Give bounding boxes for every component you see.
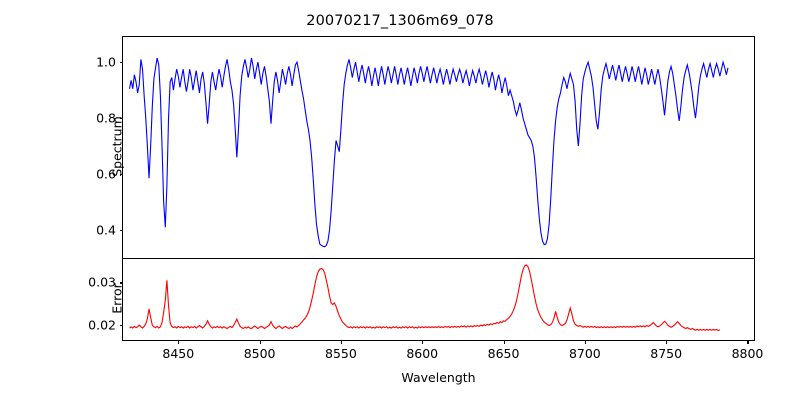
y-tick-label: 0.4 — [96, 222, 116, 238]
y-tick-label: 0.02 — [88, 317, 116, 333]
error-plot-area: 0.02 0.03 8450 8500 8550 8600 8650 8700 8750 880… — [88, 258, 763, 361]
y-tick-label: 1.0 — [96, 54, 116, 70]
spectrum-line-chart — [123, 37, 754, 258]
x-tick-mark — [340, 340, 343, 344]
y-tick-mark — [119, 118, 123, 120]
y-tick-label: 0.03 — [88, 274, 116, 290]
y-tick-label: 0.8 — [96, 110, 116, 126]
spectrum-axis-label: Spectrum — [109, 115, 125, 177]
y-tick-label: 0.6 — [96, 166, 116, 182]
y-tick-mark — [119, 62, 123, 64]
y-tick-mark — [119, 325, 123, 327]
x-tick-mark — [503, 340, 505, 344]
x-tick-label: 8650 — [487, 346, 520, 361]
x-tick-label: 8550 — [325, 346, 357, 361]
x-tick-mark — [747, 340, 749, 344]
y-tick-mark — [119, 230, 123, 232]
x-tick-mark — [178, 340, 180, 344]
x-axis-label: Wavelength — [401, 370, 476, 385]
spectrum-trace — [130, 58, 728, 247]
error-trace — [130, 265, 720, 331]
x-tick-mark — [666, 340, 668, 344]
x-tick-mark — [422, 340, 424, 344]
x-tick-mark — [584, 340, 586, 344]
x-tick-label: 8450 — [162, 346, 195, 361]
x-tick-mark — [259, 340, 261, 344]
x-tick-label: 8500 — [243, 346, 276, 361]
spectrum-plot-area: 0.4 0.6 0.8 1.0 Spectrum — [96, 36, 755, 259]
x-tick-label: 8600 — [406, 346, 439, 361]
error-axis-label: Error — [109, 282, 125, 314]
x-tick-label: 8800 — [731, 346, 764, 361]
y-tick-mark — [119, 282, 123, 284]
page-title: 20070217_1306m69_078 — [306, 13, 494, 29]
x-tick-label: 8750 — [650, 346, 683, 361]
x-tick-label: 8700 — [568, 346, 601, 361]
error-line-chart — [123, 259, 754, 340]
y-tick-mark — [119, 174, 123, 176]
